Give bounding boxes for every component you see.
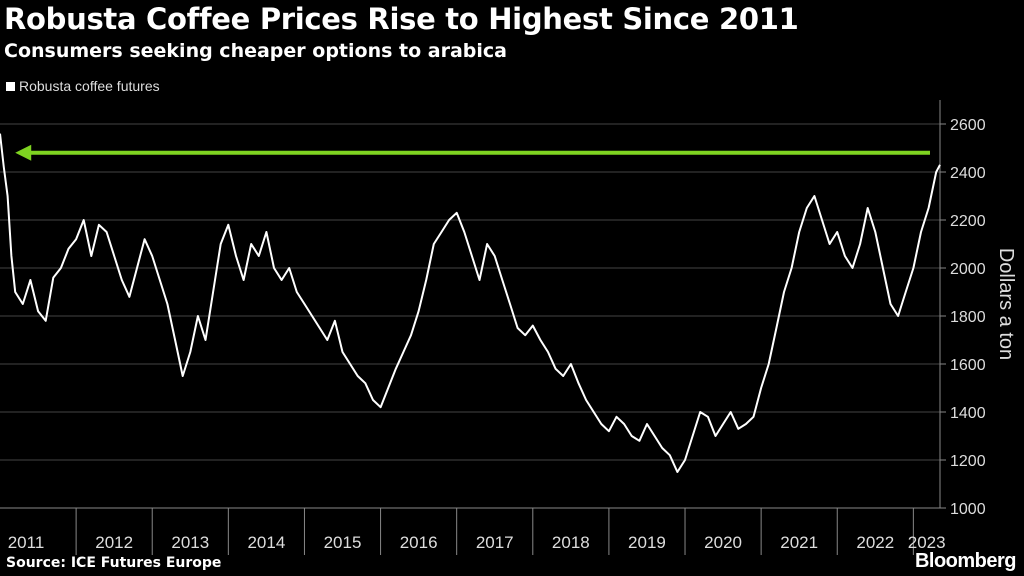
y-tick-label-1600: 1600 [950, 357, 986, 374]
y-tick-label-2400: 2400 [950, 165, 986, 182]
y-tick-label-2600: 2600 [950, 117, 986, 134]
legend-label: Robusta coffee futures [19, 78, 160, 94]
x-tick-label-2015: 2015 [324, 533, 362, 552]
x-tick-label-2019: 2019 [628, 533, 666, 552]
series-line-robusta [0, 133, 941, 473]
x-tick-label-2013: 2013 [171, 533, 209, 552]
x-tick-label-2014: 2014 [247, 533, 285, 552]
x-tick-label-2022: 2022 [856, 533, 894, 552]
x-tick-label-2011: 2011 [8, 533, 45, 552]
x-tick-label-2021: 2021 [780, 533, 818, 552]
chart-title: Robusta Coffee Prices Rise to Highest Si… [4, 2, 799, 36]
source-note: Source: ICE Futures Europe [6, 555, 222, 571]
legend-swatch [6, 81, 15, 91]
x-tick-label-2017: 2017 [476, 533, 514, 552]
y-tick-label-1200: 1200 [950, 453, 986, 470]
legend: Robusta coffee futures [6, 78, 160, 94]
x-tick-label-2016: 2016 [400, 533, 438, 552]
y-tick-label-2000: 2000 [950, 261, 986, 278]
y-tick-label-1800: 1800 [950, 309, 986, 326]
x-tick-label-2023: 2023 [908, 533, 946, 552]
y-tick-label-1400: 1400 [950, 405, 986, 422]
x-tick-label-2012: 2012 [95, 533, 133, 552]
chart-subtitle: Consumers seeking cheaper options to ara… [4, 40, 507, 62]
bloomberg-logo: Bloomberg [914, 550, 1017, 572]
x-tick-label-2018: 2018 [552, 533, 590, 552]
arrow-head [15, 144, 32, 161]
x-tick-label-2020: 2020 [704, 533, 742, 552]
y-tick-label-1000: 1000 [950, 501, 986, 518]
y-tick-label-2200: 2200 [950, 213, 986, 230]
y-axis-label: Dollars a ton [995, 248, 1017, 360]
